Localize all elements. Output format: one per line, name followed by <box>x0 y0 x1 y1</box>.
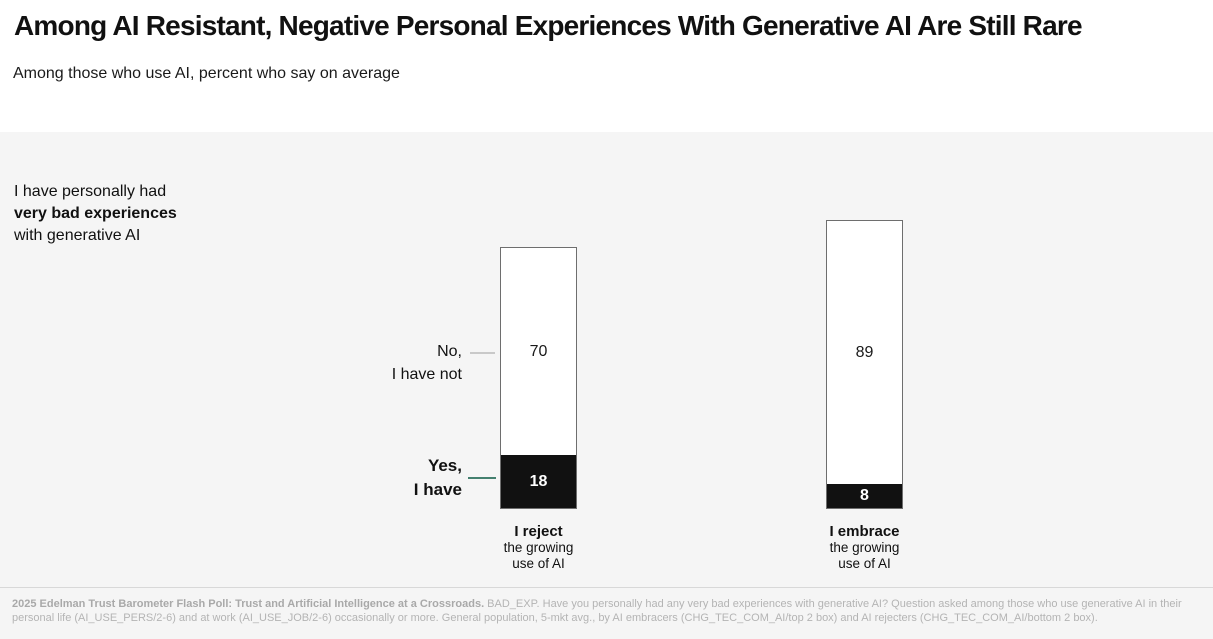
yes-connector-line <box>468 477 496 479</box>
page-title: Among AI Resistant, Negative Personal Ex… <box>14 10 1083 41</box>
bar-segment-no: 89 <box>827 221 902 484</box>
value-label: 8 <box>860 487 869 504</box>
page-subtitle: Among those who use AI, percent who say … <box>13 65 400 82</box>
bar-segment-no: 70 <box>501 248 576 455</box>
measure-annotation: I have personally had very bad experienc… <box>14 181 177 247</box>
no-connector-line <box>470 352 495 354</box>
value-label: 18 <box>529 472 548 490</box>
value-label: 70 <box>529 342 548 360</box>
value-label: 89 <box>855 343 874 361</box>
annotation-line2: very bad experiences <box>14 205 177 222</box>
bar-segment-yes: 18 <box>501 455 576 508</box>
source-text: BAD_EXP. Have you personally had any ver… <box>12 598 1182 624</box>
bar-segment-yes: 8 <box>827 484 902 508</box>
series-label-yes: Yes, I have <box>413 456 462 499</box>
series-label-no: No, I have not <box>391 343 462 383</box>
chart-area: I have personally had very bad experienc… <box>0 132 1213 639</box>
annotation-line1: I have personally had <box>14 183 167 200</box>
source-title: 2025 Edelman Trust Barometer Flash Poll:… <box>12 598 485 610</box>
category-label-embrace: I embrace the growing use of AI <box>829 523 900 572</box>
category-label-reject: I reject the growing use of AI <box>503 523 574 572</box>
annotation-line3: with generative AI <box>14 227 141 244</box>
bar-embrace: 89 8 <box>826 220 903 509</box>
bar-reject: 70 18 <box>500 247 577 509</box>
source-footnote: 2025 Edelman Trust Barometer Flash Poll:… <box>0 587 1213 639</box>
